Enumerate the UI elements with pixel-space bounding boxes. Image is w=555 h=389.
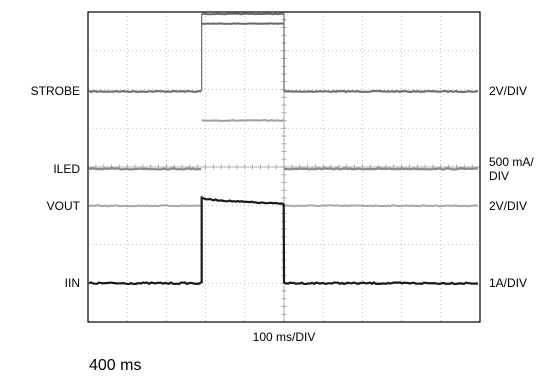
trace-strobe [88,12,479,94]
trace-segment-high [201,119,284,122]
channel-scale-iin: 1A/DIV [489,276,528,291]
trace-segment-low [88,281,202,286]
trace-segment-low [88,204,202,208]
traces [88,12,479,286]
trace-segment-low [88,167,201,171]
trace-segment-low [283,89,479,94]
channel-scale-strobe: 2V/DIV [489,84,528,99]
trace-segment-high [201,12,284,16]
plot-frame [87,11,481,323]
trace-segment-low [88,89,202,94]
trace-segment-low [283,204,479,208]
channel-label-strobe: STROBE [30,84,80,99]
channel-label-iin: IIN [64,276,80,291]
trace-segment-low [283,167,478,171]
x-axis-label: 100 ms/DIV [253,330,316,344]
trace-vout [88,204,479,208]
trace-segment-high [201,22,284,25]
time-label: 400 ms [89,357,142,374]
channel-scale-iled: 500 mA/DIV [489,154,534,183]
trace-pulse [200,195,286,284]
trace-iin [88,195,479,286]
channel-scale-vout: 2V/DIV [489,198,528,213]
channel-label-vout: VOUT [46,198,80,213]
trace-segment-low [283,281,479,286]
trace-iled [88,119,478,171]
channel-label-iled: ILED [53,161,80,176]
